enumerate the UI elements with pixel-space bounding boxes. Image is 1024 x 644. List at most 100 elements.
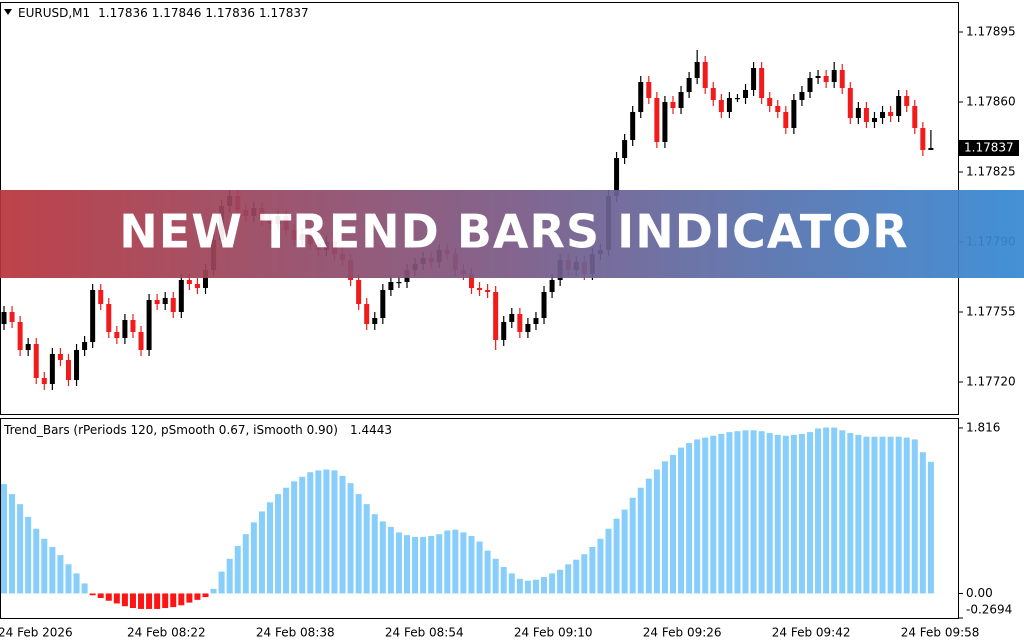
candle-body	[839, 70, 845, 88]
candle-body	[122, 320, 128, 338]
candle-body	[896, 96, 902, 116]
candle-body	[162, 298, 168, 304]
candle-body	[525, 324, 531, 332]
y-tick-label: 1.816	[966, 420, 1000, 434]
candle-body	[880, 112, 886, 118]
x-tick-label: 24 Feb 08:22	[127, 626, 206, 640]
symbol-header: EURUSD,M1 1.17836 1.17846 1.17836 1.17837	[18, 6, 309, 20]
candle-body	[767, 98, 773, 106]
histogram-bar	[831, 427, 838, 594]
candle-body	[662, 102, 668, 142]
candle-body	[1, 312, 7, 324]
histogram-bar	[895, 436, 902, 594]
histogram-bar	[355, 494, 362, 594]
candle-body	[533, 318, 539, 324]
candle-body	[501, 322, 507, 340]
histogram-bar	[113, 593, 120, 604]
close-value: 1.17837	[259, 6, 309, 20]
candle-body	[654, 98, 660, 142]
histogram-bar	[57, 555, 64, 594]
histogram-bar	[661, 461, 668, 594]
candle-body	[509, 314, 515, 322]
candle-body	[106, 304, 112, 332]
candle-body	[670, 102, 676, 108]
candle-body	[807, 78, 813, 92]
candle-body	[170, 298, 176, 312]
candle-body	[694, 62, 700, 78]
histogram-bar	[73, 573, 80, 594]
candle-body	[541, 292, 547, 318]
candle-body	[186, 280, 192, 284]
histogram-bar	[97, 593, 104, 599]
candle-body	[114, 332, 120, 338]
histogram-bar	[468, 536, 475, 594]
histogram-bar	[444, 530, 451, 594]
histogram-bar	[105, 593, 112, 601]
y-tick-label: 1.17720	[966, 375, 1016, 389]
candle-body	[25, 344, 31, 350]
histogram-bar	[283, 487, 290, 594]
histogram-bar	[815, 428, 822, 594]
histogram-bar	[798, 433, 805, 594]
histogram-bar	[589, 546, 596, 594]
histogram-bar	[242, 534, 249, 594]
histogram-bar	[299, 476, 306, 594]
histogram-bar	[275, 494, 282, 594]
histogram-bar	[541, 577, 548, 594]
candle-body	[468, 274, 474, 288]
candle-body	[33, 344, 39, 378]
histogram-bar	[702, 437, 709, 594]
candle-body	[863, 108, 869, 122]
y-tick-label: 1.17895	[966, 25, 1016, 39]
histogram-bar	[500, 567, 507, 594]
candle-body	[178, 280, 184, 312]
symbol: EURUSD,M1	[18, 6, 90, 20]
histogram-bar	[250, 522, 257, 594]
histogram-bar	[645, 478, 652, 594]
indicator-panel-frame	[0, 418, 959, 619]
histogram-bar	[436, 534, 443, 594]
histogram-bar	[669, 454, 676, 594]
histogram-bar	[742, 430, 749, 594]
histogram-bar	[315, 470, 322, 594]
histogram-bar	[516, 578, 523, 594]
candle-body	[743, 90, 749, 98]
histogram-bar	[621, 509, 628, 594]
banner-title: NEW TREND BARS INDICATOR	[119, 205, 908, 259]
histogram-bar	[154, 593, 161, 609]
x-tick-label: 24 Feb 08:54	[385, 626, 464, 640]
candle-body	[791, 100, 797, 128]
histogram-bar	[565, 564, 572, 594]
histogram-bar	[492, 558, 499, 594]
histogram-bar	[25, 516, 32, 594]
candle-body	[380, 290, 386, 318]
histogram-bar	[524, 580, 531, 594]
candle-body	[130, 320, 136, 332]
histogram-bar	[718, 433, 725, 594]
histogram-bar	[178, 593, 185, 606]
histogram-bar	[573, 559, 580, 594]
histogram-bar	[927, 461, 934, 594]
collapse-arrow	[4, 9, 12, 15]
histogram-bar	[678, 447, 685, 594]
candle-body	[477, 288, 483, 290]
y-tick-label: 0.00	[966, 586, 993, 600]
histogram-bar	[65, 564, 72, 594]
histogram-bar	[508, 573, 515, 594]
histogram-bar	[726, 432, 733, 594]
histogram-bar	[339, 475, 346, 594]
candle-body	[823, 76, 829, 82]
histogram-bar	[121, 593, 128, 607]
y-tick-label: 1.17755	[966, 305, 1016, 319]
x-tick-label: 24 Feb 09:42	[772, 626, 851, 640]
x-tick-label: 24 Feb 09:26	[643, 626, 722, 640]
histogram-bar	[379, 521, 386, 594]
banner-background	[0, 190, 1024, 278]
histogram-bar	[17, 504, 24, 594]
candle-body	[49, 354, 55, 384]
candle-body	[90, 290, 96, 342]
open-value: 1.17836	[98, 6, 148, 20]
histogram-bar	[89, 593, 96, 596]
histogram-bar	[404, 535, 410, 594]
